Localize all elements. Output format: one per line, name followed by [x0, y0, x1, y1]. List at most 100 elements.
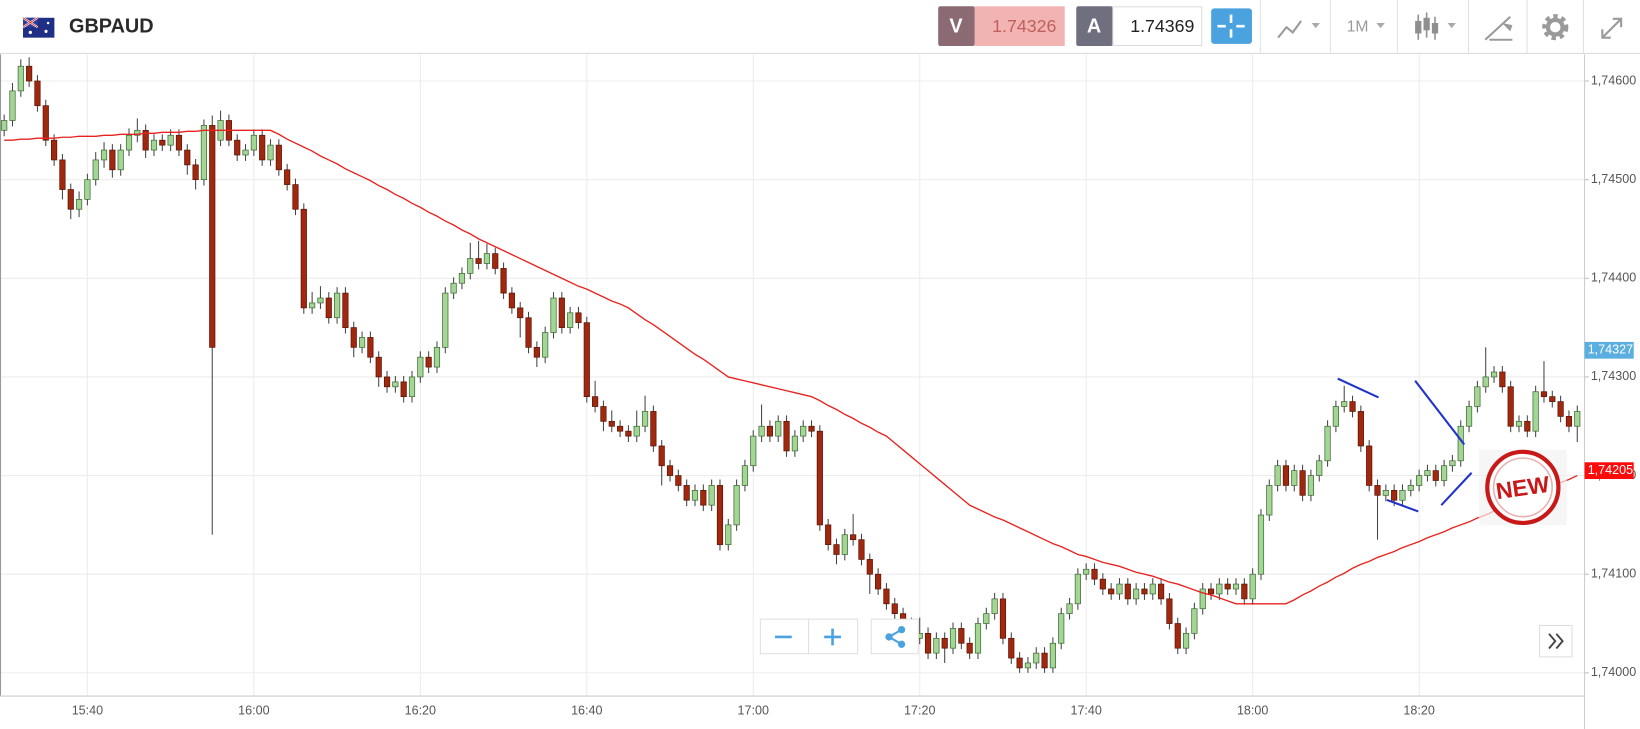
candle-body: [933, 637, 940, 654]
candle-body: [17, 65, 24, 92]
y-tick-label: 1,74500: [1591, 172, 1636, 186]
candle-body: [309, 302, 316, 309]
x-tick-label: 18:00: [1237, 704, 1268, 718]
candle-body: [59, 159, 66, 190]
fullscreen-button[interactable]: [1601, 17, 1623, 39]
candle-body: [800, 425, 807, 437]
candle-body: [159, 139, 166, 146]
candle-body: [1074, 573, 1081, 605]
candle-body: [408, 376, 416, 398]
candle-body: [1049, 642, 1056, 669]
candle-body: [1116, 583, 1123, 595]
candle-body: [350, 327, 357, 348]
y-tick-label: 1,74100: [1591, 567, 1636, 581]
sell-button[interactable]: V 1.74326: [938, 6, 1065, 47]
candle-body: [567, 312, 574, 328]
candle-body: [691, 489, 699, 501]
candle-body: [666, 465, 674, 476]
new-badge: NEW: [1478, 449, 1567, 526]
candle-body: [550, 297, 557, 333]
share-button[interactable]: [870, 618, 919, 655]
candle-body: [458, 272, 466, 284]
timeframe-button[interactable]: 1M: [1347, 18, 1385, 35]
price-label-box: [1584, 462, 1634, 480]
candle-body: [658, 445, 665, 467]
candle-body: [783, 420, 790, 452]
zoom-in-button[interactable]: [807, 618, 859, 655]
candle-body: [850, 534, 857, 541]
zoom-out-button[interactable]: [759, 618, 810, 655]
x-tick-label: 17:00: [738, 704, 769, 718]
settings-button[interactable]: [1542, 14, 1569, 41]
candle-body: [1158, 583, 1165, 600]
x-tick-label: 17:40: [1070, 704, 1101, 718]
draw-button[interactable]: [1484, 15, 1513, 41]
candle-body: [875, 573, 882, 590]
candle-body: [641, 411, 649, 427]
candle-body: [1432, 470, 1439, 481]
candle-body: [267, 144, 274, 161]
buy-label: A: [1087, 15, 1101, 37]
candle-body: [625, 430, 632, 437]
buy-button[interactable]: A 1.74369: [1076, 6, 1203, 47]
candle-body: [1066, 603, 1073, 615]
candle-body: [1307, 475, 1315, 496]
candle-body: [150, 139, 158, 151]
candle-body: [433, 346, 441, 368]
candle-body: [483, 253, 491, 264]
candle-body: [575, 312, 582, 324]
candle-body: [192, 164, 199, 181]
candle-body: [1416, 475, 1423, 486]
candle-body: [1291, 470, 1298, 486]
candle-body: [1449, 460, 1456, 467]
candle-body: [1141, 588, 1148, 595]
candle-body: [1482, 376, 1489, 388]
moving-average-line: [4, 129, 1578, 605]
separators: [1259, 0, 1585, 54]
marks: [1, 57, 1581, 673]
x-tick-label: 16:40: [571, 704, 602, 718]
indicator-button[interactable]: [1277, 20, 1320, 39]
candle-body: [991, 598, 998, 615]
candle-body: [1407, 485, 1414, 491]
candle-body: [966, 642, 973, 654]
scroll-right-button[interactable]: [1539, 624, 1573, 658]
candle-body: [1499, 371, 1506, 388]
candle-body: [284, 169, 291, 185]
candle-body: [1207, 588, 1215, 595]
candle-body: [1174, 623, 1181, 649]
crosshair-button[interactable]: [1211, 8, 1252, 44]
price-label-box: [1584, 341, 1634, 359]
candle-body: [1282, 465, 1290, 486]
candle-body: [583, 322, 590, 398]
candle-body: [1083, 568, 1090, 575]
candle-body: [1133, 588, 1140, 600]
candle-body: [891, 603, 898, 615]
candle-body: [1041, 652, 1048, 669]
candle-body: [1249, 573, 1256, 600]
candle-body: [700, 489, 707, 506]
candle-body: [592, 396, 599, 407]
candle-body: [558, 297, 565, 328]
candle-body: [1349, 401, 1356, 412]
candle-body: [1299, 470, 1306, 496]
candle-body: [983, 613, 990, 624]
candle-body: [650, 411, 657, 447]
candle-body: [325, 297, 332, 319]
chart-type-button[interactable]: [1415, 12, 1456, 40]
symbol: GBPAUD: [69, 15, 154, 37]
price-label: 1,74205: [1588, 463, 1633, 477]
candle-body: [467, 258, 474, 274]
candle-body: [1199, 588, 1206, 610]
candle-body: [1465, 406, 1473, 427]
candle-body: [442, 292, 449, 348]
candle-body: [1399, 489, 1406, 501]
candle-body: [1357, 411, 1364, 447]
candle-body: [1224, 583, 1231, 590]
candle-body: [51, 139, 58, 161]
candle-body: [1515, 420, 1523, 427]
candle-body: [741, 465, 749, 486]
candle-body: [109, 149, 116, 171]
candle-body: [334, 292, 341, 319]
